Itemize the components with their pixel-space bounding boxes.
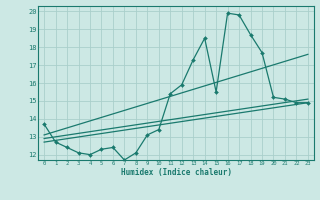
X-axis label: Humidex (Indice chaleur): Humidex (Indice chaleur) [121,168,231,177]
